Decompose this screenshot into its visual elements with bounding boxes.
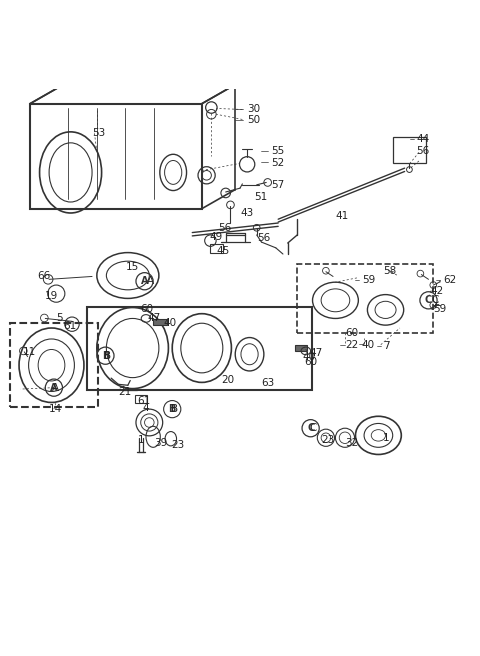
Text: 15: 15 xyxy=(125,262,139,272)
Text: 19: 19 xyxy=(44,291,58,301)
Text: 44: 44 xyxy=(417,134,430,144)
Text: 30: 30 xyxy=(247,104,260,114)
Bar xyxy=(210,245,223,253)
Text: 42: 42 xyxy=(431,286,444,296)
Text: 61: 61 xyxy=(63,321,77,331)
Text: 1: 1 xyxy=(383,433,390,443)
Bar xyxy=(153,319,167,325)
Text: 47: 47 xyxy=(309,348,323,358)
Text: 59: 59 xyxy=(362,276,375,285)
Text: B: B xyxy=(171,404,178,414)
Text: 49: 49 xyxy=(209,232,222,242)
Bar xyxy=(297,264,433,333)
Text: 40: 40 xyxy=(362,340,375,350)
Text: C: C xyxy=(307,423,314,433)
Text: 5: 5 xyxy=(56,314,63,323)
Text: A: A xyxy=(141,276,148,286)
Text: A: A xyxy=(50,382,58,393)
Text: 60: 60 xyxy=(345,328,358,338)
Text: 59: 59 xyxy=(433,304,446,314)
Text: 32: 32 xyxy=(345,438,358,447)
Text: 43: 43 xyxy=(240,209,253,218)
Text: 52: 52 xyxy=(271,158,284,169)
Text: 14: 14 xyxy=(49,404,62,414)
Text: A: A xyxy=(147,276,154,286)
Text: A: A xyxy=(51,382,59,393)
Text: C: C xyxy=(309,423,317,433)
Text: 58: 58 xyxy=(383,266,396,276)
Bar xyxy=(135,395,147,403)
Text: 23: 23 xyxy=(321,435,335,445)
Text: 55: 55 xyxy=(271,146,284,156)
Text: 60: 60 xyxy=(304,358,318,367)
Bar xyxy=(87,306,312,390)
Text: 56: 56 xyxy=(417,146,430,156)
Text: 50: 50 xyxy=(247,115,260,125)
Bar xyxy=(295,345,307,351)
Text: 22: 22 xyxy=(345,340,358,350)
Text: 45: 45 xyxy=(216,246,229,256)
Text: C: C xyxy=(425,295,432,305)
Text: B: B xyxy=(102,351,109,361)
Text: 66: 66 xyxy=(37,272,50,281)
Text: B: B xyxy=(168,404,176,414)
Text: 7: 7 xyxy=(383,341,390,351)
Text: 21: 21 xyxy=(118,388,132,398)
Text: 40: 40 xyxy=(164,318,177,328)
Text: 40: 40 xyxy=(302,352,315,361)
Text: 51: 51 xyxy=(254,192,267,202)
Text: 4: 4 xyxy=(142,403,149,413)
Text: 56: 56 xyxy=(257,234,270,243)
Text: B: B xyxy=(104,351,111,361)
Text: 53: 53 xyxy=(92,129,105,138)
Bar xyxy=(30,104,202,209)
Text: C: C xyxy=(431,295,438,305)
Text: 11: 11 xyxy=(23,347,36,357)
Bar xyxy=(10,323,98,407)
Text: 61: 61 xyxy=(137,396,151,405)
Text: 23: 23 xyxy=(171,440,184,450)
Text: 62: 62 xyxy=(443,276,456,285)
Bar xyxy=(393,137,426,163)
Text: 39: 39 xyxy=(154,438,168,447)
Text: 47: 47 xyxy=(147,312,160,323)
Text: 1: 1 xyxy=(137,435,144,445)
Text: 20: 20 xyxy=(221,375,234,386)
Text: 57: 57 xyxy=(271,180,284,190)
Text: 41: 41 xyxy=(336,211,348,221)
Text: 63: 63 xyxy=(262,378,275,388)
Text: 56: 56 xyxy=(218,223,232,233)
Text: 60: 60 xyxy=(140,304,153,314)
